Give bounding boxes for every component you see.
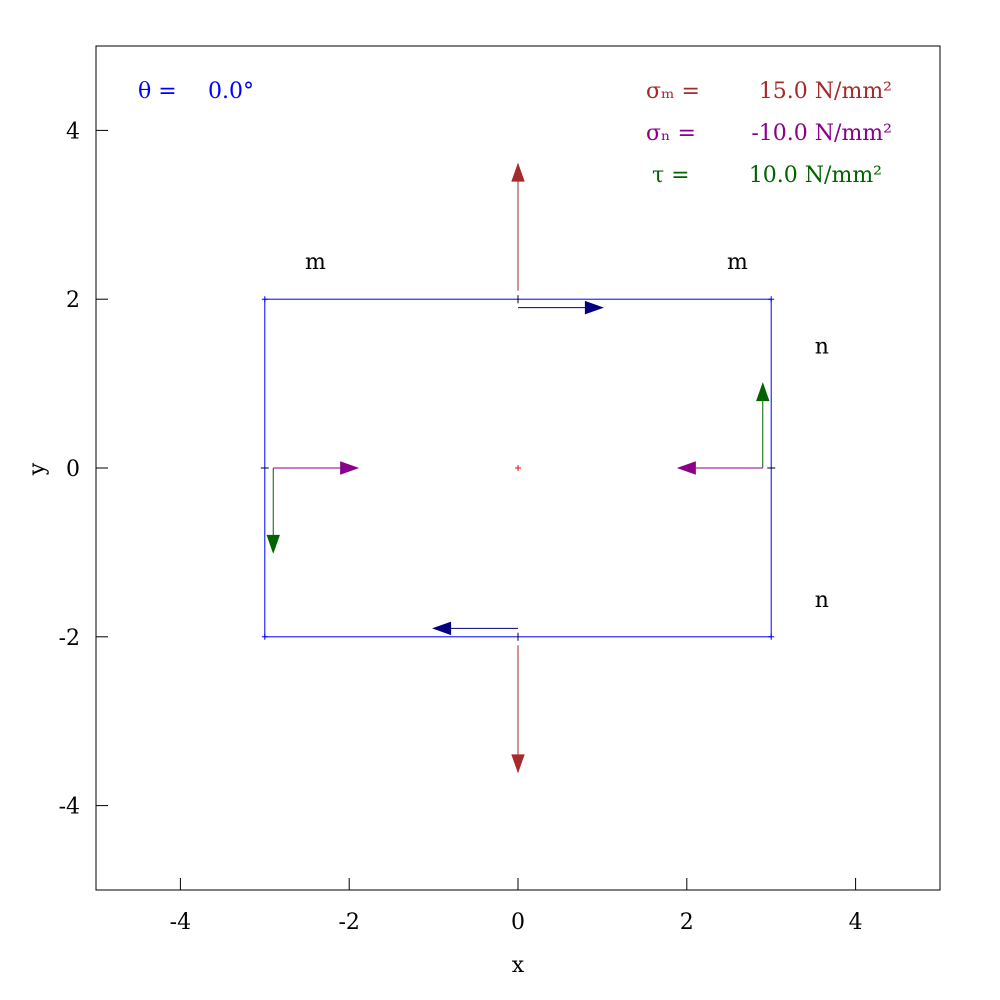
- plane-label-n: n: [815, 588, 829, 613]
- sigma-m-annotation-value: 15.0 N/mm²: [759, 79, 892, 104]
- plane-label-m: m: [727, 250, 748, 275]
- shear-mn-arrow: [432, 621, 518, 636]
- sigma-n-arrow: [273, 461, 360, 475]
- tau-annotation-label: τ =: [652, 163, 690, 188]
- center-marker: [515, 465, 521, 471]
- plane-label-m: m: [305, 250, 326, 275]
- plane-label-n: n: [815, 335, 829, 360]
- sigma-n-arrow: [676, 461, 763, 475]
- stress-arrows-group: [266, 162, 770, 774]
- theta-annotation-label: θ =: [138, 79, 177, 104]
- y-axis-title: y: [25, 462, 50, 476]
- sigma-m-arrow: [511, 645, 525, 774]
- y-tick-label: 2: [66, 288, 80, 313]
- stress-element-group: [260, 295, 776, 641]
- y-tick-label: 0: [66, 457, 80, 482]
- sigma-n-annotation-label: σₙ =: [646, 121, 696, 146]
- tau-arrow: [756, 382, 770, 468]
- tau-annotation-value: 10.0 N/mm²: [749, 163, 882, 188]
- arrow-head: [584, 300, 604, 315]
- x-axis-title: x: [512, 953, 525, 978]
- corner-mark: [261, 296, 268, 303]
- x-tick-label: -2: [338, 910, 359, 935]
- arrow-head: [266, 534, 280, 554]
- sigma-m-arrow: [511, 162, 525, 291]
- x-tick-label: 4: [849, 910, 863, 935]
- shear-mn-arrow: [518, 300, 604, 315]
- corner-mark: [768, 296, 775, 303]
- axis-ticks-group: -4 -2 0 2 4 -4 -2 0 2 4: [59, 119, 863, 935]
- x-tick-label: 2: [680, 910, 694, 935]
- sigma-n-annotation-value: -10.0 N/mm²: [751, 121, 892, 146]
- x-tick-label: -4: [170, 910, 191, 935]
- theta-annotation-value: 0.0°: [208, 79, 254, 104]
- arrow-head: [340, 461, 360, 475]
- tau-arrow: [266, 468, 280, 554]
- arrow-head: [676, 461, 696, 475]
- arrow-head: [511, 754, 525, 774]
- corner-mark: [768, 633, 775, 640]
- arrow-head: [756, 382, 770, 402]
- y-tick-label: 4: [66, 119, 80, 144]
- corner-mark: [261, 633, 268, 640]
- y-tick-label: -4: [59, 795, 80, 820]
- arrow-head: [432, 621, 452, 636]
- plane-labels-group: m m n n: [305, 250, 829, 613]
- x-tick-label: 0: [511, 910, 525, 935]
- sigma-m-annotation-label: σₘ =: [646, 79, 700, 104]
- arrow-head: [511, 162, 525, 182]
- y-tick-label: -2: [59, 626, 80, 651]
